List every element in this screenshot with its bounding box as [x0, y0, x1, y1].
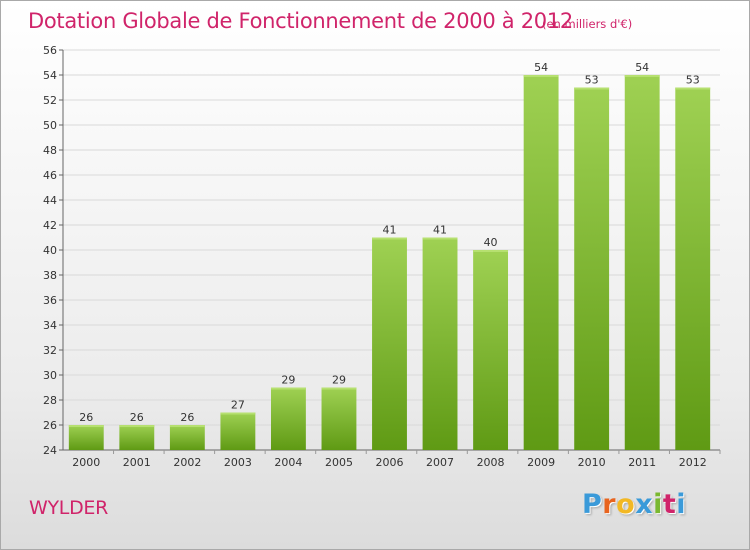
- x-tick-label: 2008: [477, 456, 505, 469]
- bar-value-label: 41: [433, 224, 447, 237]
- x-tick-label: 2012: [679, 456, 707, 469]
- x-tick-label: 2007: [426, 456, 454, 469]
- x-tick-label: 2009: [527, 456, 555, 469]
- bar: [473, 250, 509, 450]
- y-tick-label: 44: [43, 194, 57, 207]
- bar: [220, 412, 256, 450]
- bar-highlight: [270, 387, 306, 390]
- bar-value-label: 26: [130, 411, 144, 424]
- bar-highlight: [675, 87, 711, 90]
- bar-value-label: 26: [79, 411, 93, 424]
- bars: [68, 75, 711, 450]
- bar: [624, 75, 660, 450]
- x-tick-label: 2005: [325, 456, 353, 469]
- x-tick-label: 2000: [72, 456, 100, 469]
- bar-highlight: [68, 425, 104, 427]
- y-tick-label: 52: [43, 94, 57, 107]
- bar-value-label: 54: [635, 61, 649, 74]
- value-labels: 26 26 26 27 29 29 41 41 40 54 53 54 53: [79, 61, 699, 424]
- logo-letter: t: [662, 489, 677, 520]
- bar-value-label: 41: [383, 224, 397, 237]
- bar-value-label: 27: [231, 399, 245, 412]
- x-tick-label: 2001: [123, 456, 151, 469]
- bar-value-label: 26: [180, 411, 194, 424]
- logo-letter: r: [602, 489, 617, 520]
- bar: [422, 237, 458, 450]
- y-tick-label: 24: [43, 444, 57, 457]
- proxiti-logo: Proxiti: [582, 489, 686, 520]
- bar-value-label: 53: [585, 74, 599, 87]
- bar-highlight: [473, 250, 509, 252]
- bar: [574, 87, 610, 450]
- y-tick-label: 42: [43, 219, 57, 232]
- bar-value-label: 29: [332, 374, 346, 387]
- y-tick-label: 30: [43, 369, 57, 382]
- bar: [119, 425, 155, 450]
- y-tick-label: 36: [43, 294, 57, 307]
- bar-highlight: [321, 387, 357, 390]
- x-tick-label: 2011: [628, 456, 656, 469]
- commune-name: WYLDER: [29, 497, 109, 519]
- y-tick-label: 46: [43, 169, 57, 182]
- x-tick-label: 2004: [274, 456, 302, 469]
- x-tick-label: 2002: [173, 456, 201, 469]
- bar-highlight: [624, 75, 660, 77]
- x-tick-label: 2003: [224, 456, 252, 469]
- bar-value-label: 54: [534, 61, 548, 74]
- x-tick-label: 2006: [376, 456, 404, 469]
- bar-highlight: [422, 237, 458, 240]
- x-tick-label: 2010: [578, 456, 606, 469]
- logo-letter: x: [635, 489, 654, 520]
- bar-value-label: 29: [281, 374, 295, 387]
- bar: [372, 237, 407, 450]
- bar-highlight: [119, 425, 155, 427]
- y-tick-label: 28: [43, 394, 57, 407]
- bar-highlight: [220, 412, 256, 415]
- bar: [68, 425, 104, 450]
- y-tick-label: 54: [43, 69, 57, 82]
- logo-letter: P: [582, 489, 603, 520]
- y-tick-label: 34: [43, 319, 57, 332]
- bar-value-label: 40: [484, 236, 498, 249]
- chart-title: Dotation Globale de Fonctionnement de 20…: [28, 9, 573, 33]
- bar-highlight: [372, 237, 407, 240]
- y-tick-label: 26: [43, 419, 57, 432]
- logo-letter: i: [653, 489, 663, 520]
- logo-letter: i: [676, 489, 687, 520]
- y-tick-label: 38: [43, 269, 57, 282]
- bar-highlight: [169, 425, 205, 427]
- bar: [675, 87, 711, 450]
- y-tick-label: 48: [43, 144, 57, 157]
- bar-highlight: [574, 87, 610, 90]
- bar: [321, 387, 357, 450]
- bar-highlight: [523, 75, 559, 77]
- y-tick-label: 32: [43, 344, 57, 357]
- chart-unit: (en milliers d'€): [542, 17, 633, 31]
- bar: [523, 75, 559, 450]
- y-tick-label: 56: [43, 44, 57, 57]
- y-tick-label: 40: [43, 244, 57, 257]
- bar: [270, 387, 306, 450]
- y-tick-label: 50: [43, 119, 57, 132]
- logo-letter: o: [616, 489, 636, 520]
- bar: [169, 425, 205, 450]
- bar-value-label: 53: [686, 74, 700, 87]
